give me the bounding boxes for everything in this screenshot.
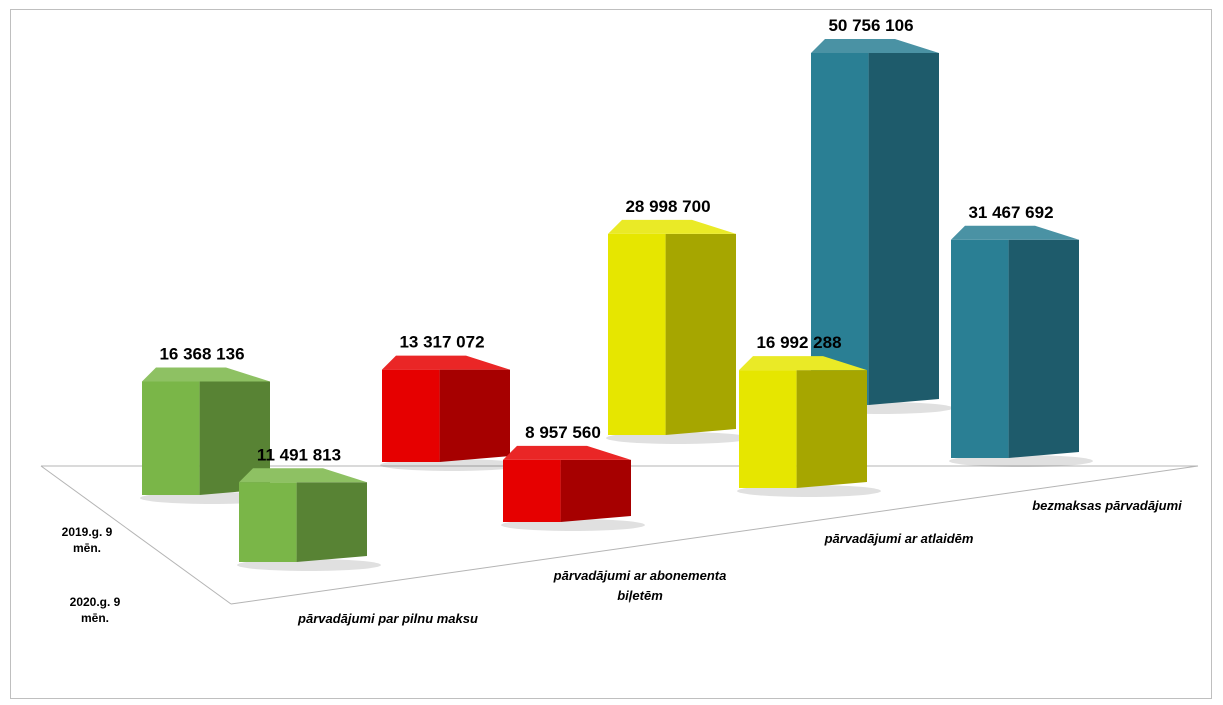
bar-2020-cat2 bbox=[501, 445, 645, 531]
value-label-2019-cat3: 28 998 700 bbox=[625, 197, 710, 216]
bar-face-top bbox=[951, 225, 1079, 240]
bar-face-front bbox=[239, 482, 297, 562]
floor-front-edge bbox=[230, 465, 1199, 605]
series-row-label-1: mēn. bbox=[73, 541, 101, 555]
category-label-3: pārvadājumi ar atlaidēm bbox=[824, 531, 974, 546]
bar-face-front bbox=[382, 369, 440, 462]
bar-face-front bbox=[608, 233, 666, 435]
bar-face-front bbox=[811, 53, 869, 405]
bar-face-side bbox=[560, 459, 631, 522]
value-label-2019-cat2: 13 317 072 bbox=[399, 333, 484, 352]
category-label-2: biļetēm bbox=[617, 588, 663, 603]
bar-2019-cat3 bbox=[606, 219, 750, 444]
bar-2019-cat4 bbox=[809, 39, 953, 414]
bar-face-side bbox=[796, 370, 867, 488]
bar-face-top bbox=[739, 356, 867, 371]
series-row-label-2: mēn. bbox=[81, 611, 109, 625]
value-label-2020-cat3: 16 992 288 bbox=[756, 333, 841, 352]
bar-face-front bbox=[503, 459, 561, 522]
bar-face-side bbox=[296, 482, 367, 562]
bar-face-side bbox=[199, 381, 270, 495]
value-label-2019-cat1: 16 368 136 bbox=[159, 344, 244, 363]
bar-face-side bbox=[1008, 239, 1079, 458]
bar-face-top bbox=[142, 367, 270, 382]
bar-2019-cat1 bbox=[140, 367, 284, 504]
category-label-2: pārvadājumi ar abonementa bbox=[553, 568, 727, 583]
category-label-4: bezmaksas pārvadājumi bbox=[1032, 498, 1182, 513]
bar-2020-cat3 bbox=[737, 356, 881, 497]
value-label-2020-cat1: 11 491 813 bbox=[257, 445, 341, 464]
category-label-1: pārvadājumi par pilnu maksu bbox=[297, 611, 478, 626]
bar-face-top bbox=[503, 445, 631, 460]
bar-face-top bbox=[382, 355, 510, 370]
bar-face-top bbox=[811, 39, 939, 53]
bars-layer bbox=[140, 39, 1093, 571]
bar-face-front bbox=[951, 239, 1009, 458]
series-row-label-2: 2020.g. 9 bbox=[70, 595, 121, 609]
bar-face-side bbox=[665, 233, 736, 435]
bar-2019-cat2 bbox=[380, 355, 524, 471]
chart-frame: 16 368 136 13 317 072 28 998 700 50 756 106… bbox=[10, 9, 1212, 699]
series-row-label-1: 2019.g. 9 bbox=[62, 525, 113, 539]
value-label-2020-cat2: 8 957 560 bbox=[525, 423, 601, 442]
floor-left-edge bbox=[40, 465, 232, 605]
value-label-2019-cat4: 50 756 106 bbox=[828, 16, 913, 35]
labels-layer: 16 368 136 13 317 072 28 998 700 50 756 106… bbox=[62, 16, 1183, 626]
value-label-2020-cat4: 31 467 692 bbox=[968, 203, 1053, 222]
bar-face-side bbox=[868, 53, 939, 405]
bar-face-top bbox=[608, 219, 736, 234]
bar-face-front bbox=[739, 370, 797, 488]
bar-face-side bbox=[439, 369, 510, 462]
bar-face-top bbox=[239, 468, 367, 483]
bar-face-front bbox=[142, 381, 200, 495]
bar-2020-cat4 bbox=[949, 225, 1093, 467]
bar-2020-cat1 bbox=[237, 468, 381, 571]
chart-3d-bar: 16 368 136 13 317 072 28 998 700 50 756 106… bbox=[40, 16, 1199, 626]
